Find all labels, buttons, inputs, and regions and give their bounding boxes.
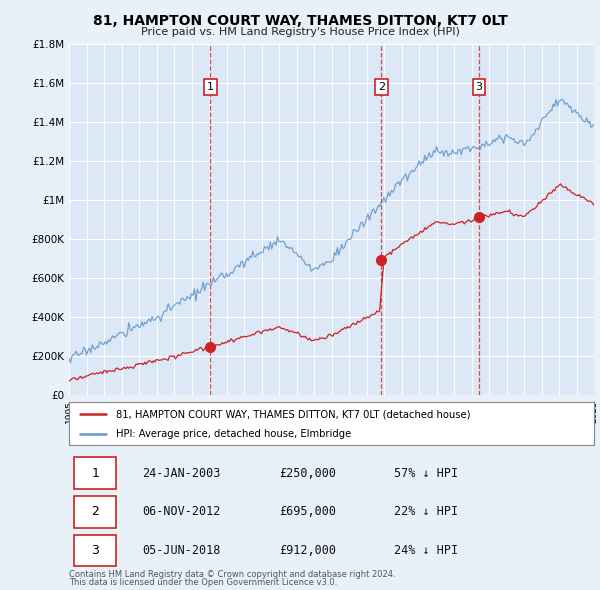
Text: £695,000: £695,000 — [279, 505, 336, 519]
Text: 22% ↓ HPI: 22% ↓ HPI — [395, 505, 458, 519]
Text: 57% ↓ HPI: 57% ↓ HPI — [395, 467, 458, 480]
Text: Price paid vs. HM Land Registry's House Price Index (HPI): Price paid vs. HM Land Registry's House … — [140, 28, 460, 37]
Text: 06-NOV-2012: 06-NOV-2012 — [143, 505, 221, 519]
Text: 1: 1 — [207, 82, 214, 92]
Text: 3: 3 — [476, 82, 482, 92]
Text: 81, HAMPTON COURT WAY, THAMES DITTON, KT7 0LT: 81, HAMPTON COURT WAY, THAMES DITTON, KT… — [92, 14, 508, 28]
FancyBboxPatch shape — [74, 535, 116, 566]
Text: Contains HM Land Registry data © Crown copyright and database right 2024.: Contains HM Land Registry data © Crown c… — [69, 570, 395, 579]
Text: £250,000: £250,000 — [279, 467, 336, 480]
Text: 2: 2 — [378, 82, 385, 92]
FancyBboxPatch shape — [74, 496, 116, 527]
Text: £912,000: £912,000 — [279, 544, 336, 557]
Text: 05-JUN-2018: 05-JUN-2018 — [143, 544, 221, 557]
Text: This data is licensed under the Open Government Licence v3.0.: This data is licensed under the Open Gov… — [69, 578, 337, 587]
Text: 24-JAN-2003: 24-JAN-2003 — [143, 467, 221, 480]
FancyBboxPatch shape — [74, 457, 116, 489]
Text: 1: 1 — [91, 467, 99, 480]
Text: HPI: Average price, detached house, Elmbridge: HPI: Average price, detached house, Elmb… — [116, 429, 352, 439]
Text: 24% ↓ HPI: 24% ↓ HPI — [395, 544, 458, 557]
Text: 3: 3 — [91, 544, 99, 557]
Text: 2: 2 — [91, 505, 99, 519]
Text: 81, HAMPTON COURT WAY, THAMES DITTON, KT7 0LT (detached house): 81, HAMPTON COURT WAY, THAMES DITTON, KT… — [116, 409, 471, 419]
